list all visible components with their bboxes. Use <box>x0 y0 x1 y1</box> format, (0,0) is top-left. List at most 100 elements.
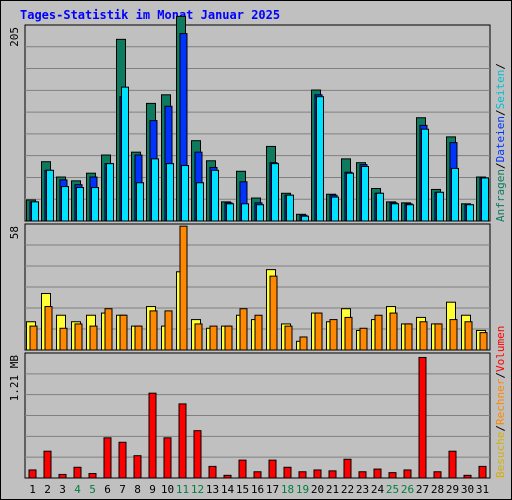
x-tick-label: 16 <box>251 483 264 496</box>
bar-seiten-27 <box>421 128 429 222</box>
bar-volumen-30 <box>463 474 472 479</box>
bar-volumen-8 <box>133 455 142 479</box>
bar-volumen-1 <box>28 469 37 479</box>
panel-middle: 58 <box>8 223 491 351</box>
legend-entry: Anfragen <box>494 169 507 222</box>
bar-rechner-31 <box>479 332 488 351</box>
chart-title: Tages-Statistik im Monat Januar 2025 <box>20 8 280 22</box>
legend-entry: / <box>494 63 507 70</box>
bar-seiten-10 <box>166 163 174 222</box>
bar-rechner-5 <box>89 325 98 351</box>
x-tick-label: 6 <box>104 483 111 496</box>
bar-volumen-27 <box>418 356 427 479</box>
bar-rechner-27 <box>419 321 428 351</box>
bar-rechner-25 <box>389 312 398 351</box>
bar-seiten-5 <box>91 187 99 222</box>
bar-rechner-19 <box>299 336 308 351</box>
bar-volumen-13 <box>208 465 217 479</box>
bar-volumen-2 <box>43 450 52 479</box>
bar-seiten-12 <box>196 182 204 222</box>
bar-seiten-31 <box>481 177 489 222</box>
x-tick-label: 12 <box>191 483 204 496</box>
legend-text: Besuche/Rechner/Volumen <box>494 326 507 478</box>
bar-volumen-11 <box>178 403 187 479</box>
bar-rechner-15 <box>239 308 248 351</box>
bar-volumen-19 <box>298 471 307 479</box>
bar-volumen-16 <box>253 471 262 479</box>
x-tick-label: 22 <box>341 483 354 496</box>
bar-seiten-8 <box>136 182 144 222</box>
bar-seiten-7 <box>121 86 129 222</box>
bar-volumen-5 <box>88 473 97 479</box>
x-tick-label: 5 <box>89 483 96 496</box>
bar-volumen-9 <box>148 392 157 479</box>
bar-seiten-29 <box>451 167 459 222</box>
x-tick-label: 13 <box>206 483 219 496</box>
bar-rechner-29 <box>449 319 458 351</box>
bar-rechner-16 <box>254 314 263 351</box>
x-tick-label: 11 <box>176 483 189 496</box>
bar-seiten-28 <box>436 191 444 222</box>
x-tick-label: 9 <box>149 483 156 496</box>
bar-seiten-30 <box>466 204 474 222</box>
bar-rechner-28 <box>434 323 443 351</box>
legend-entry: Seiten <box>494 70 507 110</box>
bar-volumen-20 <box>313 469 322 479</box>
bar-seiten-13 <box>211 169 219 222</box>
x-tick-label: 26 <box>401 483 414 496</box>
x-tick-label: 7 <box>119 483 126 496</box>
bar-seiten-22 <box>346 172 354 222</box>
bar-volumen-24 <box>373 468 382 479</box>
bar-rechner-11 <box>179 225 188 351</box>
bar-rechner-10 <box>164 310 173 351</box>
x-tick-label: 31 <box>476 483 489 496</box>
x-tick-label: 14 <box>221 483 235 496</box>
bar-rechner-26 <box>404 323 413 351</box>
bar-seiten-9 <box>151 158 159 222</box>
y-axis-max-label: 58 <box>8 226 21 239</box>
bar-volumen-12 <box>193 430 202 479</box>
bar-volumen-29 <box>448 450 457 479</box>
bar-rechner-13 <box>209 325 218 351</box>
bar-rechner-8 <box>134 325 143 351</box>
bar-rechner-4 <box>74 323 83 351</box>
bar-rechner-22 <box>344 316 353 351</box>
bar-seiten-19 <box>301 215 309 222</box>
x-tick-label: 15 <box>236 483 249 496</box>
bar-rechner-18 <box>284 325 293 351</box>
bar-volumen-17 <box>268 459 277 479</box>
bar-volumen-14 <box>223 474 232 479</box>
bar-seiten-15 <box>241 203 249 222</box>
x-tick-label: 23 <box>356 483 369 496</box>
bar-rechner-2 <box>44 306 53 351</box>
bar-seiten-24 <box>376 192 384 222</box>
bar-volumen-4 <box>73 466 82 479</box>
x-tick-label: 8 <box>134 483 141 496</box>
bar-volumen-3 <box>58 473 67 479</box>
x-tick-label: 27 <box>416 483 429 496</box>
x-tick-label: 20 <box>311 483 324 496</box>
legend-entry: Volumen <box>494 326 507 372</box>
x-tick-label: 24 <box>371 483 385 496</box>
bar-volumen-21 <box>328 470 337 479</box>
legend-entry: Dateien <box>494 116 507 162</box>
y-axis-max-label: 1.21 MB <box>8 355 21 402</box>
bar-seiten-23 <box>361 166 369 222</box>
x-tick-label: 19 <box>296 483 309 496</box>
x-tick-label: 2 <box>44 483 51 496</box>
bar-rechner-9 <box>149 310 158 351</box>
panel-bottom: 1.21 MB <box>8 352 491 479</box>
panel-top: 205 <box>8 15 491 222</box>
bar-rechner-17 <box>269 275 278 351</box>
bar-volumen-23 <box>358 471 367 479</box>
bar-seiten-25 <box>391 203 399 222</box>
bar-seiten-14 <box>226 203 234 222</box>
bar-volumen-25 <box>388 472 397 479</box>
bar-volumen-7 <box>118 441 127 479</box>
bar-seiten-26 <box>406 204 414 222</box>
bar-volumen-18 <box>283 466 292 479</box>
x-tick-label: 29 <box>446 483 459 496</box>
bar-volumen-31 <box>478 465 487 479</box>
bar-rechner-1 <box>29 325 38 351</box>
